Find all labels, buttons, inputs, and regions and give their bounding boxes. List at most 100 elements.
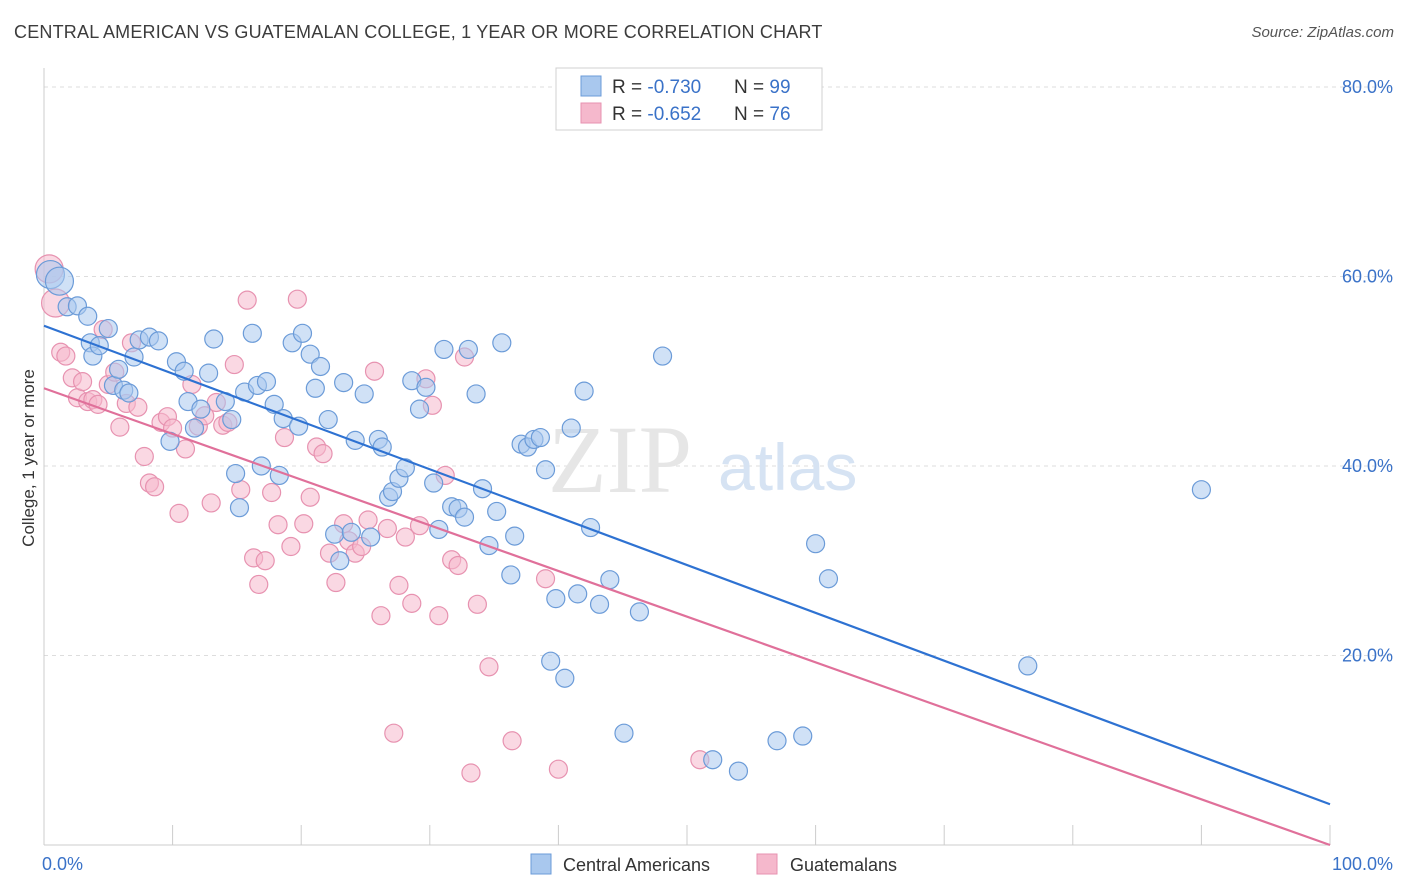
central-americans-point (222, 409, 242, 430)
central-americans-point (310, 356, 331, 377)
series-swatch-central-americans (530, 853, 552, 875)
guatemalans-point (249, 574, 269, 595)
central-americans-point (184, 418, 205, 438)
legend-n-label-pink: N = (734, 104, 769, 125)
central-americans-point (614, 723, 634, 743)
central-americans-point (793, 726, 813, 746)
series-label-guatemalans: Guatemalans (790, 855, 897, 875)
svg-text:N = 76: N = 76 (734, 104, 791, 125)
guatemalans-point (110, 417, 130, 437)
y-tick-label-80: 80.0% (1342, 77, 1393, 97)
guatemalans-point (461, 763, 481, 783)
legend-r-label-blue: R = (612, 77, 647, 98)
central-americans-point (108, 359, 129, 379)
watermark: ZIP atlas (548, 406, 857, 513)
central-americans-point (424, 473, 444, 493)
central-americans-point (1018, 656, 1038, 676)
central-americans-point (361, 527, 381, 547)
guatemalans-point (262, 482, 282, 503)
central-americans-point (703, 750, 723, 770)
central-americans-regression-line (43, 324, 1331, 806)
guatemalans-point (358, 510, 378, 530)
chart-title: CENTRAL AMERICAN VS GUATEMALAN COLLEGE, … (14, 22, 823, 42)
guatemalans-point (402, 593, 422, 613)
guatemalans-point (384, 723, 404, 743)
guatemalans-point (237, 290, 257, 310)
y-tick-label-40: 40.0% (1342, 456, 1393, 476)
central-americans-point (78, 306, 98, 326)
axes (43, 68, 1331, 846)
source-credit: Source: ZipAtlas.com (1251, 24, 1394, 41)
legend-n-value-pink: 76 (769, 104, 790, 125)
central-americans-point (318, 409, 338, 430)
central-americans-point (568, 584, 588, 604)
guatemalans-point (313, 444, 333, 464)
watermark-atlas: atlas (718, 430, 857, 504)
central-americans-point (652, 346, 673, 366)
central-americans-point (818, 569, 839, 589)
guatemalans-point (169, 503, 189, 523)
guatemalans-point (548, 759, 569, 779)
legend-n-value-blue: 99 (769, 77, 790, 98)
central-americans-point (541, 651, 561, 671)
correlation-legend: R = -0.730 N = 99 R = -0.652 N = 76 (555, 67, 823, 131)
guatemalans-point (287, 289, 307, 309)
central-americans-point (629, 602, 650, 622)
guatemalans-point (72, 372, 93, 392)
central-americans-point (501, 565, 521, 585)
central-americans-point (199, 363, 219, 383)
y-tick-label-20: 20.0% (1342, 645, 1393, 665)
central-americans-point (546, 589, 566, 609)
legend-r-value-blue: -0.730 (647, 77, 701, 98)
central-americans-point (292, 323, 313, 343)
central-americans-point (242, 323, 262, 343)
guatemalans-point (128, 397, 148, 417)
guatemalans-regression-line (43, 387, 1331, 847)
central-americans-point (395, 458, 415, 478)
central-americans-point (580, 517, 601, 538)
guatemalans-point (144, 477, 165, 497)
legend-r-label-pink: R = (612, 104, 647, 125)
central-americans-point (98, 318, 118, 339)
central-americans-point (256, 372, 277, 392)
guatemalans-point (395, 527, 415, 547)
central-americans-point (305, 378, 325, 398)
series-swatch-guatemalans (756, 853, 778, 875)
legend-n-label-blue: N = (734, 77, 769, 98)
central-americans-point (229, 498, 250, 518)
guatemalans-point (429, 606, 449, 626)
central-americans-point (454, 507, 475, 527)
central-americans-point (434, 339, 454, 360)
central-americans-point (458, 339, 478, 360)
guatemalans-point (371, 606, 391, 626)
svg-text:N = 99: N = 99 (734, 77, 791, 98)
central-americans-point (44, 266, 75, 296)
series-legend: Central Americans Guatemalans (530, 853, 897, 875)
svg-text:R = -0.730: R = -0.730 (612, 77, 701, 98)
legend-r-value-pink: -0.652 (647, 104, 701, 125)
guatemalans-point (535, 569, 556, 589)
guatemalans-point (467, 594, 487, 614)
y-tick-labels: 20.0% 40.0% 60.0% 80.0% (1342, 77, 1393, 666)
central-americans-point (589, 594, 610, 614)
regression-lines (43, 324, 1331, 847)
central-americans-point (325, 524, 345, 544)
central-americans-point (416, 377, 436, 397)
guatemalans-point (326, 572, 346, 593)
central-americans-point (148, 331, 169, 351)
guatemalans-point (448, 555, 468, 576)
y-tick-label-60: 60.0% (1342, 266, 1393, 286)
guatemalans-point (255, 551, 275, 571)
central-americans-point (505, 526, 525, 546)
central-americans-point (372, 437, 392, 457)
guatemalans-point (56, 346, 76, 366)
guatemalans-point (224, 354, 244, 375)
guatemalans-point (175, 439, 196, 459)
x-tick-label-min: 0.0% (42, 854, 83, 874)
guatemalans-point (389, 575, 409, 595)
guatemalans-point (377, 518, 397, 539)
central-americans-points (35, 259, 1212, 781)
central-americans-point (767, 731, 787, 751)
central-americans-point (530, 427, 550, 448)
guatemalans-point (134, 446, 154, 467)
